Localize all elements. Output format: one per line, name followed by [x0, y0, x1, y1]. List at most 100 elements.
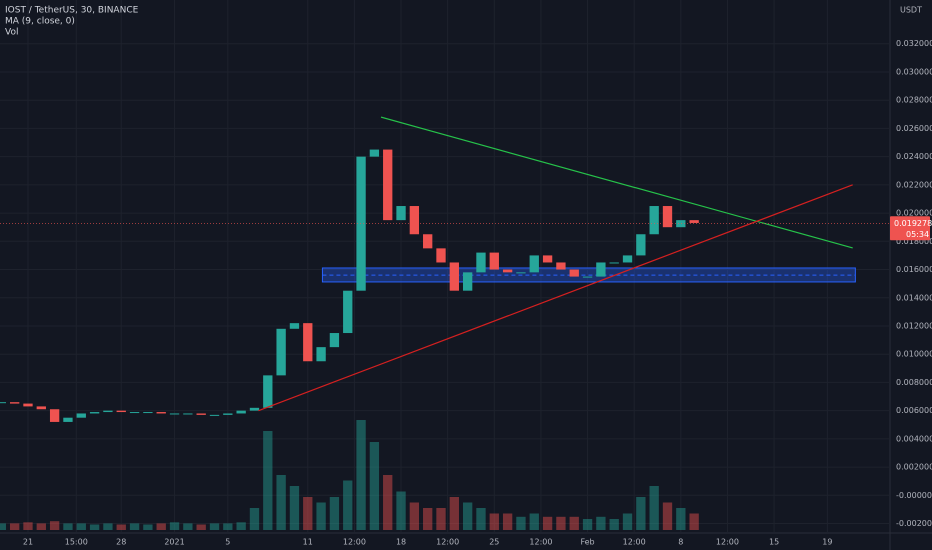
volume-bar [596, 516, 606, 530]
candle [9, 402, 20, 404]
y-tick-label: 0.012000 [896, 321, 932, 330]
x-tick-label: 15 [769, 538, 779, 547]
candle [689, 220, 699, 223]
candle [196, 413, 206, 415]
volume-bar [609, 519, 619, 530]
y-tick-label: 0.020000 [896, 209, 932, 218]
y-tick-label: 0.002000 [896, 463, 932, 472]
candle [423, 234, 433, 249]
y-tick-label: -0.002000 [896, 519, 932, 528]
volume-bar [249, 508, 260, 530]
x-tick-label: 2021 [164, 538, 184, 547]
candle [556, 262, 566, 270]
candle [76, 413, 86, 418]
volume-bar [49, 521, 60, 530]
candle [116, 410, 126, 413]
y-tick-label: -0.000000 [896, 491, 932, 500]
candle [622, 255, 633, 263]
volume-bar [263, 431, 273, 530]
volume-bar [276, 475, 286, 530]
indicator-label[interactable]: Vol [5, 28, 18, 38]
candle [63, 417, 73, 422]
candle [649, 206, 659, 235]
candle [329, 333, 340, 348]
volume-bar [369, 442, 380, 530]
candle [409, 206, 420, 235]
candle [103, 410, 113, 413]
candle [489, 252, 499, 270]
x-tick-label: 8 [678, 538, 683, 547]
volume-bar [236, 522, 246, 530]
volume-bar [649, 486, 659, 530]
volume-bar [383, 475, 393, 530]
y-tick-label: 0.006000 [896, 406, 932, 415]
volume-bar [396, 491, 406, 530]
y-tick-label: 0.030000 [896, 67, 932, 76]
candle [89, 412, 100, 414]
candle [209, 414, 220, 416]
volume-bar [676, 508, 686, 530]
chart-title[interactable]: IOST / TetherUS, 30, BINANCE [5, 6, 139, 16]
volume-bar [223, 523, 233, 530]
x-tick-label: Feb [580, 538, 594, 547]
volume-bar [289, 486, 300, 530]
candle [23, 403, 33, 407]
volume-bar [23, 522, 33, 530]
volume-bar [529, 513, 539, 530]
candle [129, 412, 140, 414]
candle [569, 269, 579, 277]
y-tick-label: 0.024000 [896, 152, 932, 161]
candle [542, 255, 553, 263]
volume-bar [516, 516, 526, 530]
volume-bar [103, 523, 113, 530]
volume-bar [423, 508, 433, 530]
candle [316, 347, 326, 362]
x-tick-label: 15:00 [65, 538, 88, 547]
y-tick-label: 0.032000 [896, 39, 932, 48]
volume-bar [0, 523, 6, 530]
volume-bar [209, 523, 220, 530]
candle [502, 269, 513, 273]
volume-bar [542, 516, 553, 530]
volume-bar [316, 502, 326, 530]
candle [396, 206, 406, 221]
volume-bar [183, 523, 193, 530]
currency-label: USDT [900, 6, 922, 15]
candle [223, 413, 233, 415]
volume-bar [476, 508, 486, 530]
y-tick-label: 0.010000 [896, 350, 932, 359]
volume-bar [9, 523, 20, 530]
y-tick-label: 0.016000 [896, 265, 932, 274]
volume-bar [582, 519, 593, 530]
candle [156, 412, 166, 414]
candle [516, 272, 526, 274]
candle [343, 290, 353, 334]
volume-bar [449, 497, 459, 530]
candle [476, 252, 486, 273]
x-tick-label: 19 [822, 538, 832, 547]
indicator-label[interactable]: MA (9, close, 0) [5, 17, 75, 27]
y-tick-label: 0.008000 [896, 378, 932, 387]
volume-bar [689, 513, 699, 530]
volume-bar [36, 523, 46, 530]
volume-bar [343, 480, 353, 530]
x-tick-label: 11 [303, 538, 313, 547]
volume-bar [556, 516, 566, 530]
x-tick-label: 5 [225, 538, 230, 547]
candle [249, 407, 260, 411]
volume-bar [569, 516, 579, 530]
candle [609, 262, 619, 264]
x-tick-label: 25 [489, 538, 499, 547]
candle [596, 262, 606, 277]
candle [636, 234, 646, 256]
candle [383, 149, 393, 221]
volume-bar [76, 523, 86, 530]
x-tick-label: 12:00 [529, 538, 552, 547]
x-tick-label: 12:00 [436, 538, 459, 547]
countdown-label: 05:34 [906, 230, 929, 239]
volume-bar [662, 502, 673, 530]
candle [169, 413, 180, 415]
volume-bar [622, 513, 633, 530]
volume-bar [169, 522, 180, 530]
